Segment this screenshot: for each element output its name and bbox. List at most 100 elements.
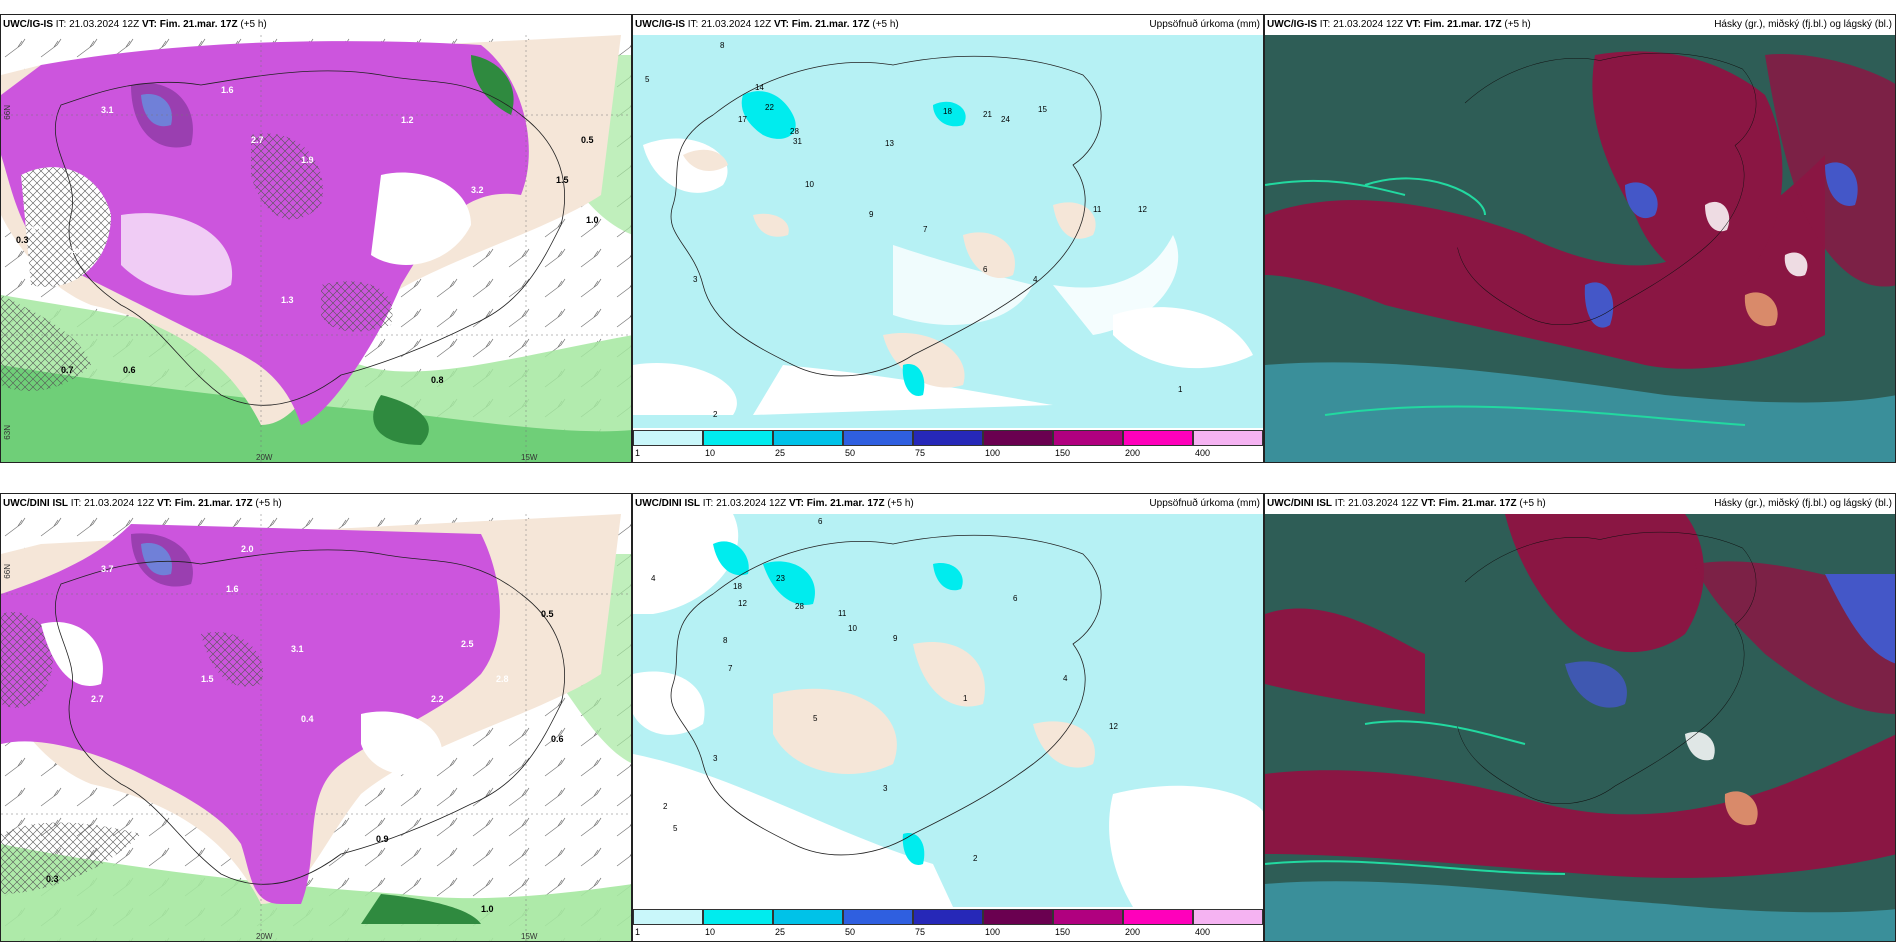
wind-value: 2.0 xyxy=(241,544,254,554)
legend-swatch xyxy=(1193,430,1263,446)
wind-precip-panel-bottom: UWC/DINI ISL IT: 21.03.2024 12Z VT: Fim.… xyxy=(0,493,632,942)
wind-value: 0.8 xyxy=(431,375,444,385)
legend-label: 150 xyxy=(1055,927,1071,937)
legend-swatch xyxy=(843,430,913,446)
legend-swatch xyxy=(633,909,703,925)
wind-value: 1.0 xyxy=(586,215,599,225)
precip-value: 6 xyxy=(1013,594,1018,603)
precip-map xyxy=(633,35,1263,428)
legend-label: 400 xyxy=(1195,927,1211,937)
precip-value: 8 xyxy=(720,41,725,50)
legend-swatch xyxy=(913,430,983,446)
precip-value: 12 xyxy=(738,599,747,608)
precip-value: 6 xyxy=(983,265,988,274)
legend-swatch xyxy=(843,909,913,925)
legend-swatch xyxy=(1193,909,1263,925)
legend-label: 400 xyxy=(1195,448,1211,458)
wind-value: 0.3 xyxy=(16,235,29,245)
precip-value: 5 xyxy=(645,75,650,84)
precip-value: 12 xyxy=(1109,722,1118,731)
precip-panel-top: UWC/IG-IS IT: 21.03.2024 12Z VT: Fim. 21… xyxy=(632,14,1264,463)
precip-value: 1 xyxy=(1178,385,1183,394)
axis-label-x: 20W xyxy=(256,932,273,941)
legend-swatch xyxy=(983,430,1053,446)
legend-swatch xyxy=(983,909,1053,925)
precip-value: 8 xyxy=(723,636,728,645)
precip-value: 3 xyxy=(713,754,718,763)
precip-value: 11 xyxy=(838,609,847,618)
precip-value: 9 xyxy=(893,634,898,643)
legend-label: 1 xyxy=(635,927,641,937)
wind-value: 2.7 xyxy=(91,694,104,704)
precip-value: 13 xyxy=(885,139,894,148)
precip-value: 1 xyxy=(963,694,968,703)
precip-value: 3 xyxy=(693,275,698,284)
axis-label-y: 66N xyxy=(3,105,12,120)
precip-value: 14 xyxy=(755,83,764,92)
wind-value: 1.0 xyxy=(481,904,494,914)
legend-label: 10 xyxy=(705,927,716,937)
wind-value: 1.6 xyxy=(226,584,239,594)
wind-value: 0.7 xyxy=(61,365,74,375)
precip-value: 2 xyxy=(663,802,668,811)
legend-label: 200 xyxy=(1125,448,1141,458)
wind-precip-map xyxy=(1,514,631,941)
wind-value: 2.5 xyxy=(31,225,44,235)
wind-value: 2.7 xyxy=(251,135,264,145)
axis-label-x: 15W xyxy=(521,932,538,941)
legend-label: 150 xyxy=(1055,448,1071,458)
legend-swatch xyxy=(773,430,843,446)
legend-label: 100 xyxy=(985,448,1001,458)
wind-value: 1.5 xyxy=(556,175,569,185)
legend-label: 200 xyxy=(1125,927,1141,937)
precip-value: 23 xyxy=(776,574,785,583)
legend-swatch xyxy=(703,909,773,925)
wind-value: 0.4 xyxy=(301,714,314,724)
legend-swatch xyxy=(633,430,703,446)
axis-label-y: 66N xyxy=(3,564,12,579)
precip-value: 5 xyxy=(673,824,678,833)
wind-value: 2.6 xyxy=(71,245,84,255)
panel-header: UWC/DINI ISL IT: 21.03.2024 12Z VT: Fim.… xyxy=(3,498,282,509)
precip-value: 24 xyxy=(1001,115,1010,124)
legend-swatch xyxy=(1053,430,1123,446)
wind-value: 0.5 xyxy=(541,609,554,619)
precip-title: Uppsöfnuð úrkoma (mm) xyxy=(1149,19,1260,30)
precip-value: 4 xyxy=(651,574,656,583)
precip-panel-bottom: UWC/DINI ISL IT: 21.03.2024 12Z VT: Fim.… xyxy=(632,493,1264,942)
precip-value: 2 xyxy=(713,410,718,419)
cloud-map xyxy=(1265,35,1895,462)
legend-label: 100 xyxy=(985,927,1001,937)
precip-map xyxy=(633,514,1263,907)
legend-label: 75 xyxy=(915,448,926,458)
legend-label: 50 xyxy=(845,448,856,458)
precip-value: 7 xyxy=(923,225,928,234)
wind-value: 2.2 xyxy=(431,694,444,704)
wind-value: 1.3 xyxy=(281,295,294,305)
precip-value: 31 xyxy=(793,137,802,146)
precip-value: 3 xyxy=(883,784,888,793)
legend-swatch xyxy=(773,909,843,925)
precip-value: 2 xyxy=(973,854,978,863)
color-legend: 1 10 25 50 75 100 150 200 400 xyxy=(633,905,1263,941)
legend-label: 75 xyxy=(915,927,926,937)
wind-value: 3.7 xyxy=(101,564,114,574)
axis-label-x: 15W xyxy=(521,453,538,462)
legend-swatch xyxy=(703,430,773,446)
legend-label: 25 xyxy=(775,927,786,937)
legend-swatch xyxy=(1123,430,1193,446)
wind-value: 3.2 xyxy=(471,185,484,195)
axis-label-y: 63N xyxy=(3,425,12,440)
precip-value: 7 xyxy=(728,664,733,673)
precip-value: 6 xyxy=(818,517,823,526)
legend-label: 50 xyxy=(845,927,856,937)
precip-value: 22 xyxy=(765,103,774,112)
wind-precip-panel-top: UWC/IG-IS IT: 21.03.2024 12Z VT: Fim. 21… xyxy=(0,14,632,463)
precip-value: 4 xyxy=(1033,275,1038,284)
precip-value: 5 xyxy=(813,714,818,723)
legend-label: 10 xyxy=(705,448,716,458)
wind-value: 2.8 xyxy=(496,674,509,684)
precip-value: 11 xyxy=(1093,205,1102,214)
wind-value: 1.5 xyxy=(201,674,214,684)
wind-value: 2.5 xyxy=(461,639,474,649)
